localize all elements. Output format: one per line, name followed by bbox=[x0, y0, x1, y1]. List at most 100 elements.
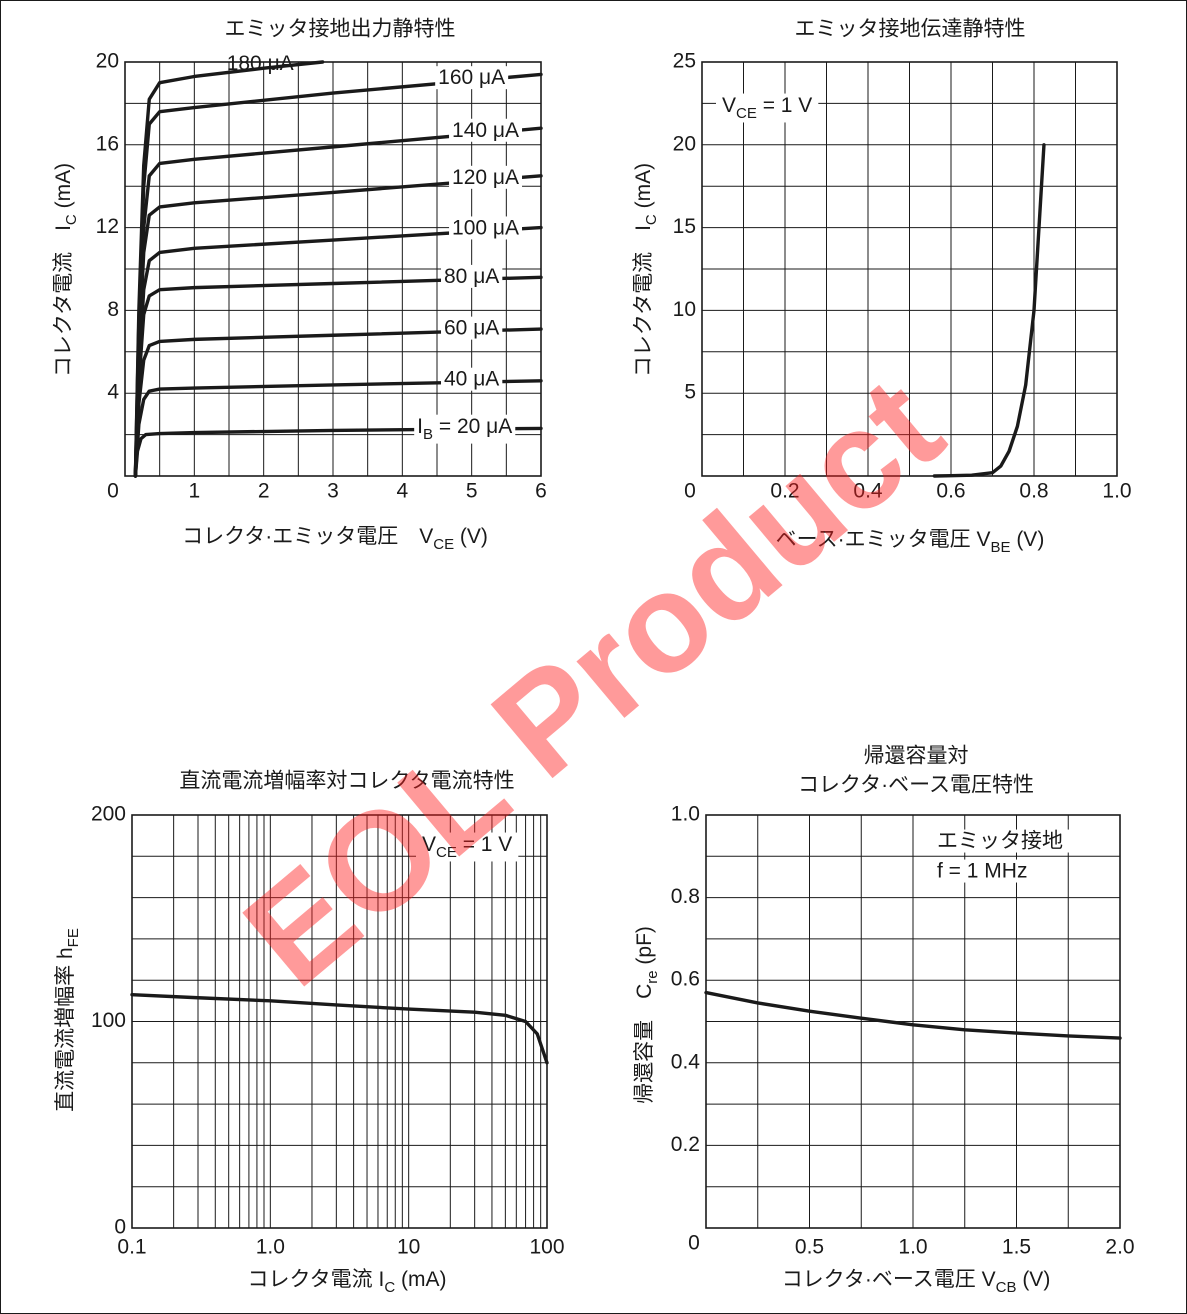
plot-frame bbox=[705, 814, 1121, 1229]
series-label: IB = 20 μA bbox=[417, 415, 512, 444]
x-axis-label-main: コレクタ電流 I bbox=[247, 1268, 384, 1291]
annotation-main: V bbox=[722, 94, 736, 117]
curve bbox=[133, 426, 543, 478]
y-axis-label-main: 帰還容量 C bbox=[633, 984, 656, 1104]
series-label-sub: B bbox=[423, 427, 433, 444]
annotation: VCE = 1 V bbox=[722, 94, 812, 123]
y-tick-label: 20 bbox=[96, 50, 119, 73]
series-label: 80 μA bbox=[444, 265, 499, 288]
x-axis-label-tail: (V) bbox=[1016, 1268, 1050, 1291]
y-tick-label: 0.6 bbox=[671, 968, 700, 991]
label-backdrop bbox=[449, 118, 523, 142]
curve bbox=[932, 143, 1046, 478]
chart-title: エミッタ接地出力静特性 bbox=[225, 18, 456, 41]
y-axis-label-sub: C bbox=[643, 214, 660, 225]
series-label-main: I bbox=[417, 415, 423, 438]
label-backdrop bbox=[441, 316, 503, 340]
x-tick-label: 0 bbox=[688, 1232, 700, 1255]
y-tick-label: 12 bbox=[96, 215, 119, 238]
x-tick-label: 0.2 bbox=[770, 480, 799, 503]
y-axis-label-main: 直流電流増幅率 h bbox=[54, 947, 77, 1112]
x-axis-label-main: コレクタ·エミッタ電圧 V bbox=[182, 525, 433, 548]
x-axis-label: ベース·エミッタ電圧 VBE (V) bbox=[776, 528, 1045, 557]
y-tick-label: 5 bbox=[684, 381, 696, 404]
y-tick-label: 4 bbox=[107, 381, 119, 404]
y-axis-label-sub: re bbox=[644, 970, 661, 983]
label-backdrop bbox=[441, 367, 503, 391]
chart-title: 直流電流増幅率対コレクタ電流特性 bbox=[179, 770, 514, 793]
x-axis-label: コレクタ電流 IC (mA) bbox=[247, 1268, 446, 1297]
y-tick-label: 200 bbox=[91, 803, 126, 826]
x-tick-label: 6 bbox=[535, 480, 547, 503]
y-axis-label-tail: (mA) bbox=[632, 163, 655, 214]
x-axis-label: コレクタ·エミッタ電圧 VCE (V) bbox=[182, 525, 488, 554]
series-label: 160 μA bbox=[438, 66, 505, 89]
annotation: f = 1 MHz bbox=[937, 860, 1027, 883]
x-tick-label: 4 bbox=[396, 480, 408, 503]
x-axis-label-sub: CE bbox=[433, 536, 454, 553]
curve bbox=[130, 992, 549, 1065]
x-tick-label: 5 bbox=[466, 480, 478, 503]
series-label: 40 μA bbox=[444, 368, 499, 391]
chart-title: コレクタ·ベース電圧特性 bbox=[798, 774, 1034, 797]
label-backdrop bbox=[435, 66, 509, 90]
plot-frame bbox=[124, 61, 542, 477]
label-backdrop bbox=[931, 859, 1034, 883]
series-label: 140 μA bbox=[452, 119, 519, 142]
label-backdrop bbox=[441, 264, 503, 288]
series-label: 180 μA bbox=[227, 52, 294, 75]
curve bbox=[133, 379, 543, 478]
x-axis-label-tail: (mA) bbox=[395, 1268, 446, 1291]
x-tick-label: 1.0 bbox=[256, 1236, 285, 1259]
plot-frame bbox=[131, 814, 548, 1229]
y-axis-label: 帰還容量 Cre (pF) bbox=[633, 926, 662, 1104]
y-axis-label: 直流電流増幅率 hFE bbox=[54, 928, 83, 1112]
y-axis-label-main: コレクタ電流 I bbox=[52, 225, 75, 377]
y-axis-label-tail: (mA) bbox=[52, 163, 75, 214]
label-backdrop bbox=[931, 829, 1069, 853]
x-tick-label: 0.1 bbox=[117, 1236, 146, 1259]
y-tick-label: 0 bbox=[114, 1216, 126, 1239]
label-backdrop bbox=[716, 93, 819, 123]
annotation: VCE = 1 V bbox=[422, 833, 512, 862]
y-axis-label-tail: (pF) bbox=[633, 926, 656, 970]
y-tick-label: 0.8 bbox=[671, 885, 700, 908]
y-axis-label-main: コレクタ電流 I bbox=[632, 225, 655, 377]
x-tick-label: 0 bbox=[684, 480, 696, 503]
x-tick-label: 2 bbox=[258, 480, 270, 503]
y-axis-label-sub: FE bbox=[65, 928, 82, 947]
watermark: EOL Product bbox=[215, 347, 969, 1016]
annotation-main: V bbox=[422, 833, 436, 856]
annotation-sub: CE bbox=[436, 844, 457, 861]
x-axis-label-main: ベース·エミッタ電圧 V bbox=[776, 528, 991, 551]
chart-title: エミッタ接地伝達静特性 bbox=[795, 18, 1026, 41]
x-tick-label: 0.5 bbox=[795, 1236, 824, 1259]
y-tick-label: 15 bbox=[673, 215, 696, 238]
label-backdrop bbox=[449, 216, 523, 240]
x-tick-label: 0.6 bbox=[936, 480, 965, 503]
label-backdrop bbox=[414, 414, 516, 444]
y-tick-label: 25 bbox=[673, 50, 696, 73]
label-backdrop bbox=[416, 832, 519, 862]
annotation-tail: = 1 V bbox=[757, 94, 812, 117]
y-tick-label: 20 bbox=[673, 132, 696, 155]
y-tick-label: 8 bbox=[107, 298, 119, 321]
x-axis-label-sub: BE bbox=[990, 539, 1010, 556]
x-axis-label-sub: CB bbox=[996, 1279, 1017, 1296]
y-axis-label: コレクタ電流 IC (mA) bbox=[632, 163, 661, 377]
annotation-sub: CE bbox=[736, 105, 757, 122]
y-axis-label-sub: C bbox=[63, 214, 80, 225]
x-axis-label-main: コレクタ·ベース電圧 V bbox=[782, 1268, 996, 1291]
x-tick-label: 1 bbox=[188, 480, 200, 503]
y-tick-label: 16 bbox=[96, 132, 119, 155]
x-tick-label: 0.4 bbox=[853, 480, 883, 503]
y-axis-label: コレクタ電流 IC (mA) bbox=[52, 163, 81, 377]
x-tick-label: 1.5 bbox=[1002, 1236, 1031, 1259]
y-tick-label: 0.4 bbox=[671, 1050, 701, 1073]
series-label: 120 μA bbox=[452, 166, 519, 189]
series-label-tail: = 20 μA bbox=[433, 415, 512, 438]
x-axis-label-tail: (V) bbox=[454, 525, 488, 548]
curve bbox=[704, 990, 1122, 1040]
curve bbox=[133, 275, 543, 478]
y-tick-label: 10 bbox=[673, 298, 696, 321]
